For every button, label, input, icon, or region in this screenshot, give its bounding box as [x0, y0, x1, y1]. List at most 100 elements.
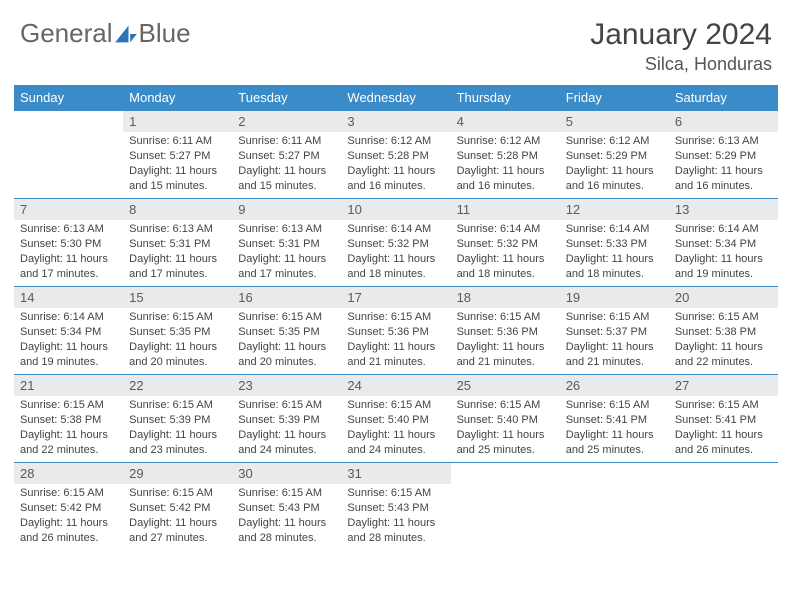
day-details: Sunrise: 6:14 AMSunset: 5:33 PMDaylight:… [560, 220, 669, 285]
calendar-day-cell: 11Sunrise: 6:14 AMSunset: 5:32 PMDayligh… [451, 199, 560, 287]
day-details: Sunrise: 6:13 AMSunset: 5:30 PMDaylight:… [14, 220, 123, 285]
day-details: Sunrise: 6:14 AMSunset: 5:34 PMDaylight:… [669, 220, 778, 285]
brand-part2: Blue [139, 18, 191, 49]
day-number: 4 [451, 111, 560, 132]
day-number: 30 [232, 463, 341, 484]
day-details: Sunrise: 6:14 AMSunset: 5:32 PMDaylight:… [451, 220, 560, 285]
calendar-day-cell: 28Sunrise: 6:15 AMSunset: 5:42 PMDayligh… [14, 463, 123, 551]
day-number: 28 [14, 463, 123, 484]
calendar-day-cell: 13Sunrise: 6:14 AMSunset: 5:34 PMDayligh… [669, 199, 778, 287]
calendar-day-cell: 12Sunrise: 6:14 AMSunset: 5:33 PMDayligh… [560, 199, 669, 287]
day-number: 14 [14, 287, 123, 308]
calendar-day-cell: 5Sunrise: 6:12 AMSunset: 5:29 PMDaylight… [560, 111, 669, 199]
calendar-day-cell: 19Sunrise: 6:15 AMSunset: 5:37 PMDayligh… [560, 287, 669, 375]
calendar-row: 21Sunrise: 6:15 AMSunset: 5:38 PMDayligh… [14, 375, 778, 463]
calendar-day-cell: 1Sunrise: 6:11 AMSunset: 5:27 PMDaylight… [123, 111, 232, 199]
day-number: 1 [123, 111, 232, 132]
location-label: Silca, Honduras [590, 54, 772, 75]
day-number: 27 [669, 375, 778, 396]
day-details: Sunrise: 6:12 AMSunset: 5:29 PMDaylight:… [560, 132, 669, 197]
day-details: Sunrise: 6:15 AMSunset: 5:42 PMDaylight:… [14, 484, 123, 549]
page-header: General Blue January 2024 Silca, Hondura… [14, 18, 778, 75]
day-number: 21 [14, 375, 123, 396]
day-details: Sunrise: 6:15 AMSunset: 5:41 PMDaylight:… [560, 396, 669, 461]
calendar-day-cell: 23Sunrise: 6:15 AMSunset: 5:39 PMDayligh… [232, 375, 341, 463]
calendar-day-cell: 24Sunrise: 6:15 AMSunset: 5:40 PMDayligh… [341, 375, 450, 463]
day-details: Sunrise: 6:15 AMSunset: 5:42 PMDaylight:… [123, 484, 232, 549]
calendar-day-cell: 20Sunrise: 6:15 AMSunset: 5:38 PMDayligh… [669, 287, 778, 375]
calendar-day-cell: 25Sunrise: 6:15 AMSunset: 5:40 PMDayligh… [451, 375, 560, 463]
day-number: 11 [451, 199, 560, 220]
day-details: Sunrise: 6:15 AMSunset: 5:41 PMDaylight:… [669, 396, 778, 461]
day-details: Sunrise: 6:13 AMSunset: 5:29 PMDaylight:… [669, 132, 778, 197]
weekday-header: Saturday [669, 85, 778, 111]
calendar-day-cell: 17Sunrise: 6:15 AMSunset: 5:36 PMDayligh… [341, 287, 450, 375]
day-number: 15 [123, 287, 232, 308]
calendar-day-cell: 30Sunrise: 6:15 AMSunset: 5:43 PMDayligh… [232, 463, 341, 551]
weekday-header: Wednesday [341, 85, 450, 111]
day-number: 2 [232, 111, 341, 132]
day-number: 8 [123, 199, 232, 220]
day-number: 5 [560, 111, 669, 132]
title-block: January 2024 Silca, Honduras [590, 18, 778, 75]
calendar-day-cell: 14Sunrise: 6:14 AMSunset: 5:34 PMDayligh… [14, 287, 123, 375]
calendar-day-cell: 27Sunrise: 6:15 AMSunset: 5:41 PMDayligh… [669, 375, 778, 463]
day-details: Sunrise: 6:13 AMSunset: 5:31 PMDaylight:… [123, 220, 232, 285]
weekday-header: Tuesday [232, 85, 341, 111]
weekday-header: Sunday [14, 85, 123, 111]
day-details: Sunrise: 6:15 AMSunset: 5:36 PMDaylight:… [341, 308, 450, 373]
calendar-empty-cell [669, 463, 778, 551]
day-details: Sunrise: 6:15 AMSunset: 5:43 PMDaylight:… [232, 484, 341, 549]
day-details: Sunrise: 6:15 AMSunset: 5:43 PMDaylight:… [341, 484, 450, 549]
day-number: 22 [123, 375, 232, 396]
day-number: 29 [123, 463, 232, 484]
calendar-day-cell: 9Sunrise: 6:13 AMSunset: 5:31 PMDaylight… [232, 199, 341, 287]
calendar-day-cell: 10Sunrise: 6:14 AMSunset: 5:32 PMDayligh… [341, 199, 450, 287]
calendar-empty-cell [560, 463, 669, 551]
calendar-day-cell: 8Sunrise: 6:13 AMSunset: 5:31 PMDaylight… [123, 199, 232, 287]
day-details: Sunrise: 6:12 AMSunset: 5:28 PMDaylight:… [341, 132, 450, 197]
calendar-day-cell: 31Sunrise: 6:15 AMSunset: 5:43 PMDayligh… [341, 463, 450, 551]
calendar-day-cell: 18Sunrise: 6:15 AMSunset: 5:36 PMDayligh… [451, 287, 560, 375]
calendar-row: 1Sunrise: 6:11 AMSunset: 5:27 PMDaylight… [14, 111, 778, 199]
day-details: Sunrise: 6:15 AMSunset: 5:40 PMDaylight:… [341, 396, 450, 461]
day-number: 20 [669, 287, 778, 308]
calendar-day-cell: 15Sunrise: 6:15 AMSunset: 5:35 PMDayligh… [123, 287, 232, 375]
day-details: Sunrise: 6:15 AMSunset: 5:39 PMDaylight:… [123, 396, 232, 461]
calendar-table: SundayMondayTuesdayWednesdayThursdayFrid… [14, 85, 778, 551]
day-details: Sunrise: 6:11 AMSunset: 5:27 PMDaylight:… [123, 132, 232, 197]
calendar-row: 14Sunrise: 6:14 AMSunset: 5:34 PMDayligh… [14, 287, 778, 375]
day-details: Sunrise: 6:15 AMSunset: 5:35 PMDaylight:… [123, 308, 232, 373]
day-details: Sunrise: 6:15 AMSunset: 5:39 PMDaylight:… [232, 396, 341, 461]
calendar-row: 7Sunrise: 6:13 AMSunset: 5:30 PMDaylight… [14, 199, 778, 287]
day-details: Sunrise: 6:13 AMSunset: 5:31 PMDaylight:… [232, 220, 341, 285]
day-details: Sunrise: 6:15 AMSunset: 5:37 PMDaylight:… [560, 308, 669, 373]
calendar-empty-cell [451, 463, 560, 551]
calendar-day-cell: 29Sunrise: 6:15 AMSunset: 5:42 PMDayligh… [123, 463, 232, 551]
calendar-day-cell: 3Sunrise: 6:12 AMSunset: 5:28 PMDaylight… [341, 111, 450, 199]
weekday-header: Thursday [451, 85, 560, 111]
day-number: 6 [669, 111, 778, 132]
brand-logo: General Blue [14, 18, 191, 49]
day-number: 10 [341, 199, 450, 220]
day-number: 23 [232, 375, 341, 396]
day-number: 3 [341, 111, 450, 132]
day-details: Sunrise: 6:15 AMSunset: 5:40 PMDaylight:… [451, 396, 560, 461]
day-details: Sunrise: 6:15 AMSunset: 5:35 PMDaylight:… [232, 308, 341, 373]
weekday-header: Monday [123, 85, 232, 111]
calendar-day-cell: 7Sunrise: 6:13 AMSunset: 5:30 PMDaylight… [14, 199, 123, 287]
day-details: Sunrise: 6:11 AMSunset: 5:27 PMDaylight:… [232, 132, 341, 197]
day-number: 24 [341, 375, 450, 396]
brand-sail-icon [113, 24, 139, 44]
day-number: 17 [341, 287, 450, 308]
weekday-header-row: SundayMondayTuesdayWednesdayThursdayFrid… [14, 85, 778, 111]
calendar-day-cell: 26Sunrise: 6:15 AMSunset: 5:41 PMDayligh… [560, 375, 669, 463]
calendar-day-cell: 4Sunrise: 6:12 AMSunset: 5:28 PMDaylight… [451, 111, 560, 199]
day-number: 25 [451, 375, 560, 396]
day-number: 7 [14, 199, 123, 220]
calendar-day-cell: 21Sunrise: 6:15 AMSunset: 5:38 PMDayligh… [14, 375, 123, 463]
day-number: 19 [560, 287, 669, 308]
calendar-day-cell: 2Sunrise: 6:11 AMSunset: 5:27 PMDaylight… [232, 111, 341, 199]
day-details: Sunrise: 6:12 AMSunset: 5:28 PMDaylight:… [451, 132, 560, 197]
day-details: Sunrise: 6:14 AMSunset: 5:34 PMDaylight:… [14, 308, 123, 373]
